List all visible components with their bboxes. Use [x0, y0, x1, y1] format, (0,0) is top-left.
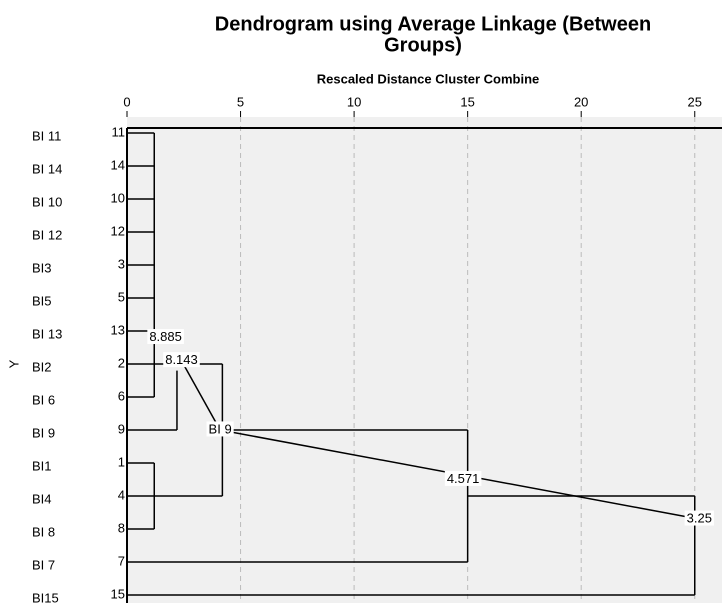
leaf-number: 9 [118, 421, 125, 436]
leaf-label: BI 12 [32, 227, 62, 242]
x-axis-label: Rescaled Distance Cluster Combine [317, 71, 540, 86]
annotation: 3.25 [687, 511, 712, 526]
annotation: 8.143 [165, 352, 198, 367]
annotation-box [444, 470, 482, 486]
x-tick-label: 15 [460, 94, 474, 109]
leaf-label: BI 8 [32, 524, 55, 539]
leaf-label: BI 6 [32, 392, 55, 407]
leaf-number: 2 [118, 355, 125, 370]
x-tick-label: 20 [574, 94, 588, 109]
leaf-label: BI15 [32, 590, 59, 603]
annotation-connector [180, 360, 221, 431]
leaf-number: 7 [118, 553, 125, 568]
plot-area [127, 117, 722, 603]
leaf-number: 6 [118, 388, 125, 403]
x-tick-label: 10 [347, 94, 361, 109]
x-tick-label: 25 [688, 94, 702, 109]
annotation-box [147, 329, 184, 345]
leaf-number: 8 [118, 520, 125, 535]
annotation: 4.571 [447, 471, 480, 486]
annotation: BI 9 [209, 421, 232, 436]
leaf-number: 13 [111, 322, 125, 337]
x-tick-label: 0 [123, 94, 130, 109]
leaf-label: BI 10 [32, 194, 62, 209]
leaf-label: BI 11 [32, 128, 61, 143]
leaf-number: 10 [111, 190, 125, 205]
leaf-number: 5 [118, 289, 125, 304]
leaf-label: BI2 [32, 359, 52, 374]
annotation: 8.885 [149, 329, 182, 344]
leaf-label: BI4 [32, 491, 52, 506]
leaf-label: BI 13 [32, 326, 62, 341]
leaf-number: 4 [118, 487, 125, 502]
leaf-number: 11 [112, 124, 126, 139]
annotation-box [684, 510, 714, 526]
leaf-label: BI3 [32, 260, 52, 275]
leaf-number: 14 [111, 157, 125, 172]
leaf-label: BI1 [32, 458, 52, 473]
annotation-box [206, 421, 234, 437]
leaf-number: 1 [118, 454, 125, 469]
chart-title: Dendrogram using Average Linkage (Betwee… [215, 13, 651, 35]
annotation-box [163, 352, 200, 368]
leaf-number: 3 [118, 256, 125, 271]
x-tick-label: 5 [237, 94, 244, 109]
chart-title: Groups) [384, 34, 462, 56]
y-axis-label: Y [6, 359, 21, 368]
leaf-number: 12 [111, 223, 125, 238]
leaf-number: 15 [111, 586, 125, 601]
leaf-label: BI 9 [32, 425, 55, 440]
leaf-label: BI 14 [32, 161, 62, 176]
leaf-label: BI5 [32, 293, 52, 308]
leaf-label: BI 7 [32, 557, 55, 572]
